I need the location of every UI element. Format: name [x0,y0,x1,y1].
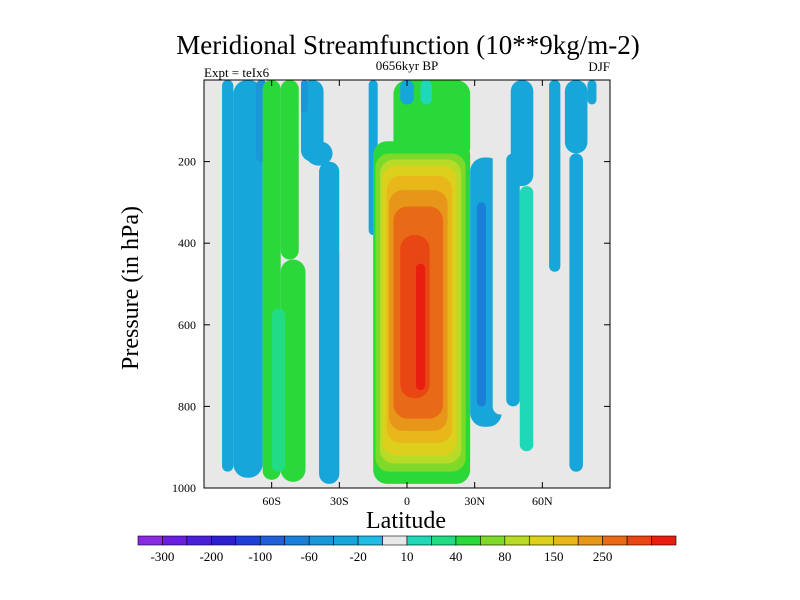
contour-region-27 [492,128,509,415]
contour-region-21 [400,235,430,399]
y-axis: 200 400 600 800 1000 [172,155,610,495]
expt-label: Expt = teIx6 [204,65,270,80]
x-axis: 60S 30S 0 30N 60N [262,80,553,508]
colorbar-swatch-5 [259,535,286,546]
colorbar-swatch-20 [626,535,652,546]
colorbar-swatch-10 [382,535,408,546]
colorbar-label: 40 [449,549,462,564]
y-axis-label: Pressure (in hPa) [118,206,144,370]
contour-region-8 [319,161,340,484]
y-tick-label: 200 [178,155,196,169]
contour-region-33 [569,153,583,472]
y-tick-label: 1000 [172,481,196,495]
colorbar-label: 10 [401,549,414,564]
contour-region-22 [416,263,426,391]
colorbar-swatch-11 [406,535,432,546]
contour-region-30 [519,186,534,452]
contour-region-34 [587,80,597,105]
colorbar-swatch-9 [357,535,383,546]
x-tick-label: 0 [404,494,410,508]
colorbar-swatch-15 [504,535,530,546]
colorbar-label: -100 [248,549,272,564]
x-axis-label: Latitude [366,508,446,534]
colorbar-label: 150 [544,549,564,564]
colorbar-swatch-2 [186,535,212,546]
contour-region-11 [339,80,356,260]
contour-region-10 [300,80,308,113]
colorbar-swatch-14 [480,535,506,546]
colorbar-label: 80 [498,549,511,564]
chart-title: Meridional Streamfunction (10**9kg/m-2) [176,30,639,60]
x-tick-label: 30N [464,494,485,508]
contour-region-6 [271,308,286,472]
colorbar-swatch-1 [162,535,188,546]
colorbar-swatch-3 [211,535,237,546]
y-tick-label: 400 [178,236,196,250]
contour-region-32 [564,80,588,154]
colorbar-swatch-8 [333,535,359,546]
colorbar-swatch-0 [137,535,163,546]
colorbar-swatch-6 [284,535,310,546]
y-tick-label: 800 [178,399,196,413]
colorbar-swatch-18 [577,535,603,546]
colorbar-label: -60 [301,549,318,564]
period-label: 0656kyr BP [376,58,438,73]
contour-region-0 [222,80,234,472]
season-label: DJF [588,59,610,74]
contour-region-31 [549,80,561,272]
contour-region-5 [280,259,306,482]
colorbar-swatch-4 [235,535,261,546]
colorbar: -300 -200 -100 -60 -20 10 40 80 150 250 [137,535,677,564]
colorbar-swatch-12 [431,535,457,546]
colorbar-swatch-19 [602,535,628,546]
contour-region-4 [280,80,299,260]
colorbar-label: -200 [199,549,223,564]
colorbar-label: -20 [349,549,366,564]
contour-region-24 [420,80,432,105]
colorbar-swatch-7 [308,535,334,546]
contour-region-23 [400,80,414,105]
x-tick-label: 60N [532,494,553,508]
contour-fill-layer [222,80,597,484]
contour-region-29 [506,153,520,407]
colorbar-swatch-13 [455,535,481,546]
contour-region-1 [233,80,263,478]
colorbar-label: -300 [151,549,175,564]
colorbar-label: 250 [593,549,613,564]
x-tick-label: 30S [330,494,349,508]
colorbar-swatch-21 [651,535,677,546]
colorbar-swatch-17 [553,535,579,546]
y-tick-label: 600 [178,318,196,332]
colorbar-swatch-16 [528,535,555,546]
contour-region-26 [476,202,486,407]
x-tick-label: 60S [262,494,281,508]
contour-region-9 [305,141,333,166]
